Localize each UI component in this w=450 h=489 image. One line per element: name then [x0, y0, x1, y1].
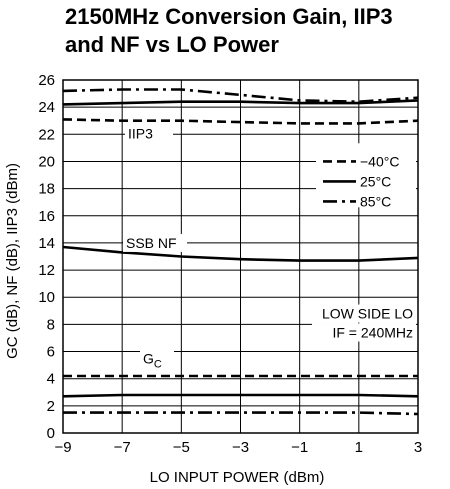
label-if-frequency: IF = 240MHz — [332, 325, 413, 341]
plot-frame — [62, 79, 419, 434]
label-iip3: IIP3 — [128, 125, 153, 141]
series-line-iip3-dash-dot — [62, 88, 419, 103]
y-tick-label: 16 — [38, 208, 55, 225]
y-tick-label: 14 — [38, 235, 55, 252]
label-if-frequency-bg — [312, 323, 416, 342]
y-tick-label: 6 — [47, 344, 55, 361]
y-axis-label: GC (dB), NF (dB), IIP3 (dBm) — [4, 163, 21, 359]
y-tick-label: 10 — [38, 289, 55, 306]
grid — [62, 79, 419, 434]
y-tick-label: 22 — [38, 126, 55, 143]
label-iip3-bg — [125, 124, 173, 143]
series-line-iip3-solid — [62, 99, 419, 106]
series-lines — [62, 88, 419, 416]
chart-title-line-1: 2150MHz Conversion Gain, IIP3 — [65, 4, 393, 29]
label-ssb-nf-bg — [123, 233, 187, 252]
legend-bg — [316, 143, 416, 208]
series-line-iip3-dashed — [62, 118, 419, 125]
x-tick-label: −1 — [291, 439, 308, 456]
y-tick-label: 4 — [47, 371, 55, 388]
legend-label: −40°C — [360, 153, 399, 169]
label-ssb-nf: SSB NF — [126, 235, 177, 251]
series-line-ssb-nf-solid — [62, 245, 419, 262]
x-tick-label: −7 — [114, 439, 131, 456]
label-gc-bg — [140, 344, 174, 367]
x-tick-label: −5 — [173, 439, 190, 456]
legend-label: 25°C — [360, 173, 391, 189]
y-tick-label: 8 — [47, 316, 55, 333]
legend: −40°C 25°C 85°C — [316, 143, 416, 209]
y-tick-label: 2 — [47, 398, 55, 415]
label-low-side-lo-bg — [306, 304, 416, 323]
y-tick-label: 26 — [38, 72, 55, 89]
chart-title-line-2: and NF vs LO Power — [65, 32, 279, 57]
series-line-gc-dash-dot — [63, 411, 419, 416]
x-tick-label: 3 — [414, 439, 422, 456]
y-tick-label: 18 — [38, 181, 55, 198]
label-low-side-lo: LOW SIDE LO — [322, 306, 413, 322]
annotation-labels: IIP3 SSB NF GC LOW SIDE LO IF = 240MHz — [123, 124, 416, 370]
y-tick-label: 12 — [38, 262, 55, 279]
label-gc: GC — [143, 350, 162, 370]
y-tick-label: 0 — [47, 425, 55, 442]
x-axis-label: LO INPUT POWER (dBm) — [150, 469, 325, 486]
series-line-gc-solid — [62, 393, 419, 398]
x-tick-label: −3 — [232, 439, 249, 456]
y-tick-label: 20 — [38, 153, 55, 170]
x-tick-label: 1 — [355, 439, 363, 456]
legend-label: 85°C — [360, 193, 391, 209]
y-tick-label: 24 — [38, 99, 55, 116]
x-tick-label: −9 — [54, 439, 71, 456]
